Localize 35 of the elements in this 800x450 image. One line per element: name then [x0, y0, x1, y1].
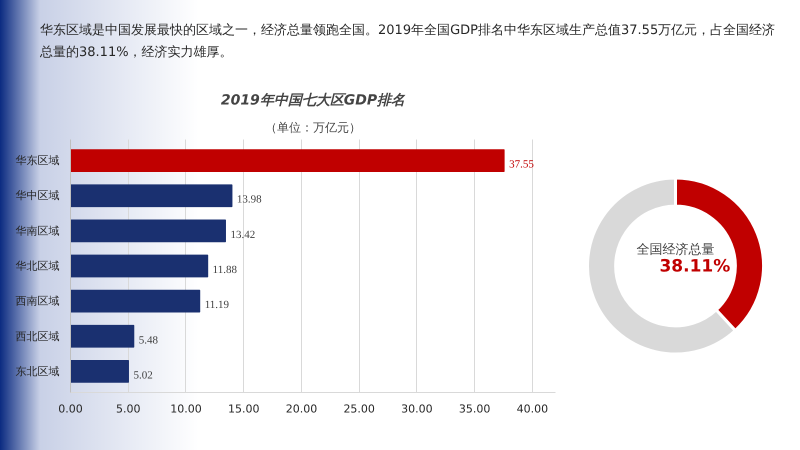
data-label: 13.42	[230, 228, 256, 241]
x-tick-label: 40.00	[516, 402, 548, 416]
x-tick-label: 25.00	[343, 402, 375, 416]
y-tick-label: 华北区域	[16, 260, 60, 272]
y-tick-label: 华南区域	[16, 224, 60, 238]
bar	[70, 149, 505, 172]
data-label: 11.19	[204, 299, 230, 312]
text: 华东区域是中国发展最快的区域之一，经济总量领跑全国。2019年全国GDP排名中华东区域生产总值37.55万亿元，占全国经济总量的38.11%，经济实力雄厚。	[40, 22, 776, 62]
bar	[70, 290, 200, 313]
bar	[70, 254, 208, 278]
data-label: 5.48	[138, 334, 159, 346]
bar	[70, 324, 134, 348]
x-tick-label: 5.00	[116, 402, 140, 416]
y-tick-label: 西南区域	[16, 294, 60, 308]
chart-title: 2019年中国七大区GDP排名	[220, 92, 406, 108]
y-tick-label: 东北区域	[16, 364, 60, 378]
bar	[70, 219, 226, 242]
y-tick-label: 华中区域	[16, 189, 60, 202]
x-tick-label: 20.00	[286, 402, 318, 416]
x-tick-label: 0.00	[58, 402, 83, 416]
x-tick-label: 10.00	[170, 402, 202, 416]
x-tick-label: 35.00	[458, 402, 490, 416]
data-label: 5.02	[133, 369, 153, 382]
chart-subtitle: （单位：万亿元）	[265, 120, 361, 134]
bar	[70, 184, 232, 208]
y-tick-label: 西北区域	[16, 330, 60, 343]
y-tick-label: 华东区域	[16, 154, 60, 168]
data-label: 13.98	[236, 194, 262, 206]
x-tick-label: 30.00	[401, 402, 433, 416]
data-label: 38.11%	[659, 256, 730, 277]
text: 全国经济总量	[636, 242, 714, 258]
bar	[70, 360, 129, 383]
data-label: 37.55	[509, 158, 534, 171]
data-label: 11.88	[212, 264, 238, 276]
x-tick-label: 15.00	[228, 402, 260, 416]
